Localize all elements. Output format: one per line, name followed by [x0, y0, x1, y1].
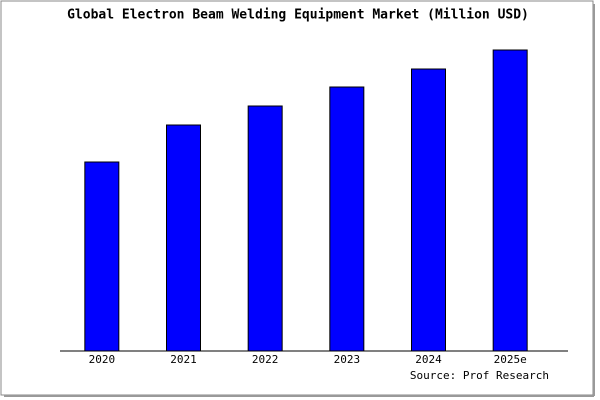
chart-title: Global Electron Beam Welding Equipment M…	[67, 8, 529, 23]
source-note: Source: Prof Research	[410, 369, 549, 382]
x-tick-label: 2025e	[494, 353, 527, 366]
bar	[247, 105, 283, 352]
x-tick-label: 2022	[252, 353, 279, 366]
bar	[166, 124, 201, 352]
bar	[411, 68, 446, 352]
x-tick-label: 2024	[415, 353, 442, 366]
x-tick-label: 2021	[170, 353, 197, 366]
bar	[329, 86, 365, 352]
bar	[492, 49, 528, 352]
x-tick-label: 2020	[89, 353, 116, 366]
x-tick-label: 2023	[334, 353, 361, 366]
bar	[84, 161, 120, 352]
